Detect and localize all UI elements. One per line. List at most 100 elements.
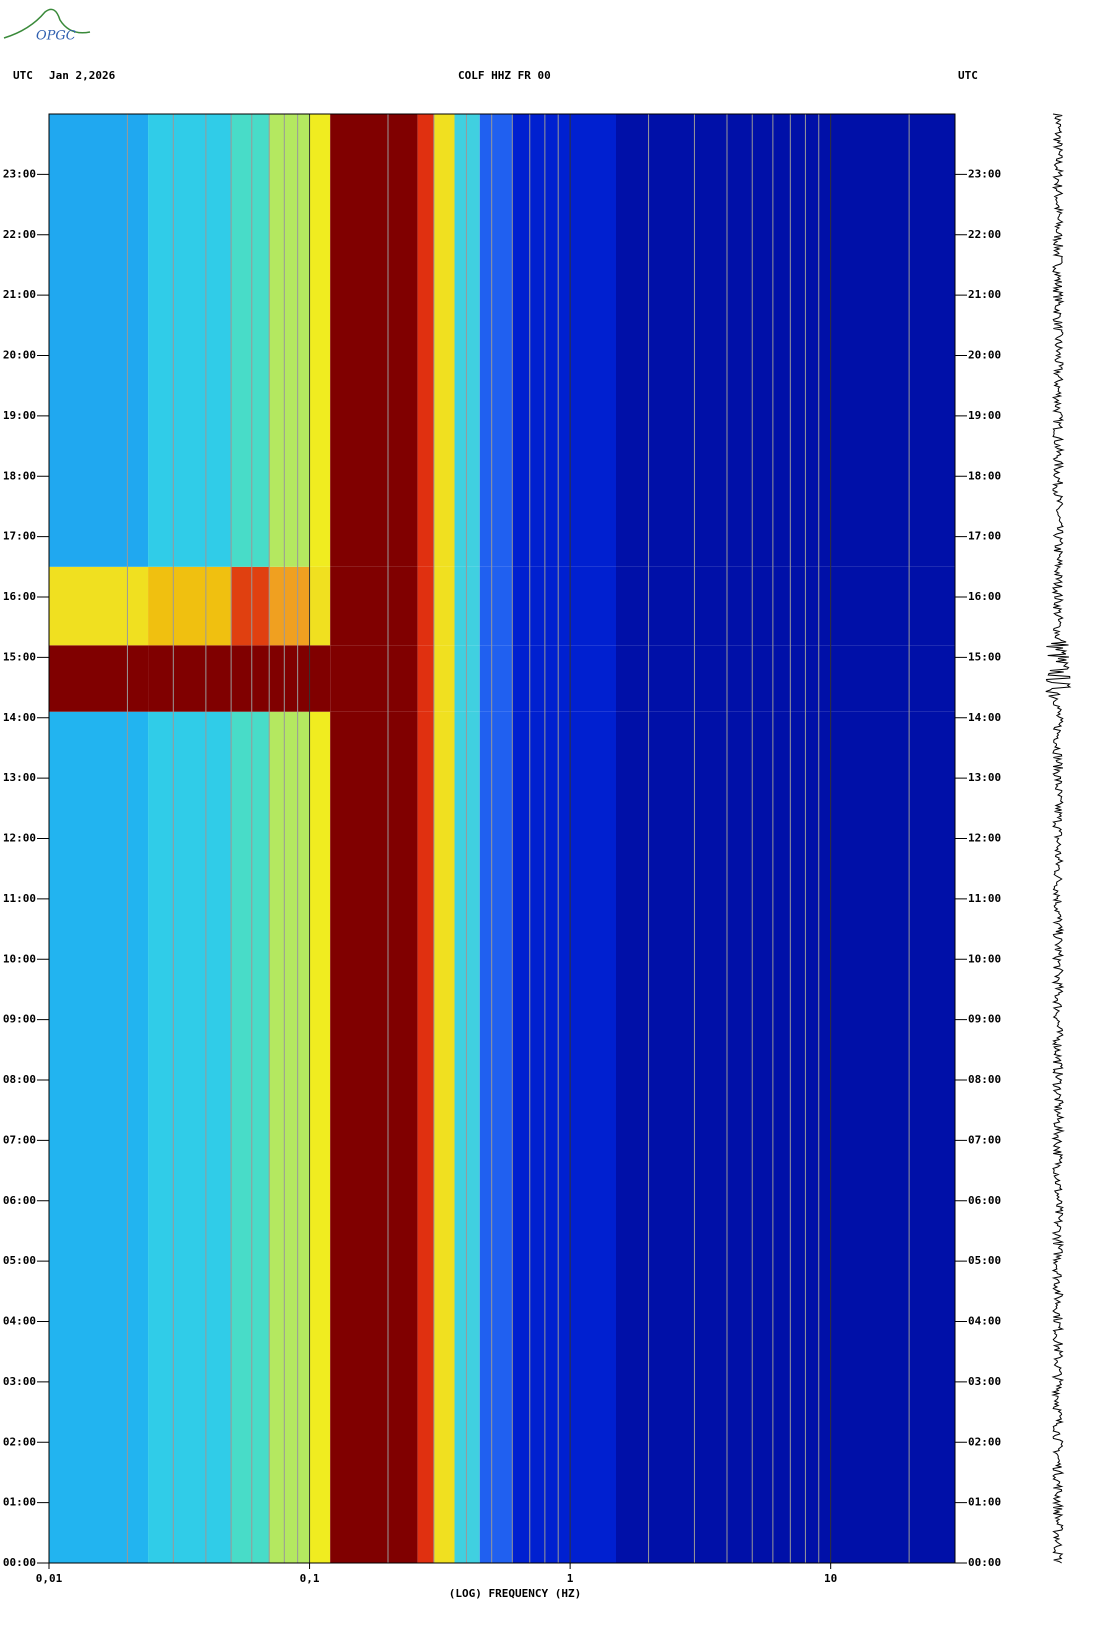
spectrogram-cell: [148, 566, 232, 646]
spectrogram-cell: [269, 711, 310, 1563]
y-tick-label-right: 21:00: [968, 288, 1001, 301]
y-tick-label-left: 21:00: [3, 288, 36, 301]
y-tick-label-left: 11:00: [3, 892, 36, 905]
y-tick-label-left: 14:00: [3, 711, 36, 724]
y-tick-label-left: 16:00: [3, 590, 36, 603]
logo: OPGC: [36, 29, 76, 44]
y-tick-label-right: 05:00: [968, 1254, 1001, 1267]
y-tick-label-left: 18:00: [3, 469, 36, 482]
y-tick-label-left: 12:00: [3, 832, 36, 845]
y-tick-label-right: 00:00: [968, 1556, 1001, 1569]
spectrogram-cell: [454, 645, 480, 712]
y-tick-label-right: 06:00: [968, 1194, 1001, 1207]
spectrogram-cell: [49, 645, 149, 712]
spectrogram-cell: [330, 566, 418, 646]
spectrogram-cell: [454, 711, 480, 1563]
spectrogram-cell: [616, 114, 955, 567]
y-tick-label-left: 05:00: [3, 1254, 36, 1267]
spectrogram-cell: [479, 645, 513, 712]
y-tick-label-right: 15:00: [968, 650, 1001, 663]
y-tick-label-right: 18:00: [968, 469, 1001, 482]
spectrogram-cell: [231, 711, 270, 1563]
spectrogram-cell: [309, 645, 331, 712]
y-tick-label-right: 10:00: [968, 952, 1001, 965]
y-tick-label-right: 02:00: [968, 1435, 1001, 1448]
x-axis-label: (LOG) FREQUENCY (HZ): [449, 1587, 581, 1600]
spectrogram-cell: [479, 114, 513, 567]
spectrogram-cell: [330, 711, 418, 1563]
spectrogram-cell: [512, 645, 617, 712]
spectrogram-cell: [433, 566, 455, 646]
spectrogram-cell: [49, 114, 149, 567]
spectrogram-cell: [454, 566, 480, 646]
x-tick-label: 1: [567, 1572, 574, 1585]
y-tick-label-right: 16:00: [968, 590, 1001, 603]
y-tick-label-left: 10:00: [3, 952, 36, 965]
spectrogram-cell: [148, 114, 232, 567]
spectrogram-cell: [231, 114, 270, 567]
y-tick-label-right: 20:00: [968, 349, 1001, 362]
y-tick-label-left: 20:00: [3, 349, 36, 362]
spectrogram-cell: [512, 114, 617, 567]
spectrogram-cell: [433, 114, 455, 567]
y-tick-label-right: 23:00: [968, 167, 1001, 180]
y-tick-label-left: 00:00: [3, 1556, 36, 1569]
spectrogram-cell: [512, 711, 617, 1563]
spectrogram-cell: [417, 566, 434, 646]
y-tick-label-right: 04:00: [968, 1315, 1001, 1328]
spectrogram-cell: [148, 711, 232, 1563]
spectrogram-cell: [269, 566, 310, 646]
logo-arc: [3, 8, 91, 39]
y-tick-label-right: 07:00: [968, 1133, 1001, 1146]
y-tick-label-right: 08:00: [968, 1073, 1001, 1086]
spectrogram-cell: [231, 645, 270, 712]
spectrogram-cell: [616, 566, 955, 646]
x-tick-label: 10: [824, 1572, 837, 1585]
plot-frame: [48, 113, 956, 1564]
spectrogram-cell: [417, 711, 434, 1563]
y-tick-label-left: 03:00: [3, 1375, 36, 1388]
x-tick-label: 0,01: [36, 1572, 63, 1585]
y-tick-label-right: 12:00: [968, 832, 1001, 845]
spectrogram-cell: [479, 566, 513, 646]
spectrogram-cell: [269, 114, 310, 567]
date: Jan 2,2026: [49, 69, 116, 82]
y-tick-label-left: 06:00: [3, 1194, 36, 1207]
y-tick-label-left: 09:00: [3, 1013, 36, 1026]
y-tick-label-left: 22:00: [3, 228, 36, 241]
spectrogram-cell: [231, 566, 270, 646]
spectrogram-cell: [616, 645, 955, 712]
chart-title: COLF HHZ FR 00: [458, 69, 551, 82]
spectrogram-cell: [309, 711, 331, 1563]
spectrogram-cell: [330, 114, 418, 567]
spectrogram-cell: [433, 711, 455, 1563]
spectrogram-cell: [417, 114, 434, 567]
spectrogram-cell: [330, 645, 418, 712]
y-tick-label-left: 17:00: [3, 530, 36, 543]
y-tick-label-right: 14:00: [968, 711, 1001, 724]
header-left: UTC: [13, 69, 33, 82]
y-tick-label-left: 15:00: [3, 650, 36, 663]
y-tick-label-left: 02:00: [3, 1435, 36, 1448]
y-tick-label-right: 22:00: [968, 228, 1001, 241]
spectrogram-cell: [148, 645, 232, 712]
y-tick-label-left: 01:00: [3, 1496, 36, 1509]
y-tick-label-right: 19:00: [968, 409, 1001, 422]
spectrogram-cell: [479, 711, 513, 1563]
seismogram: [1045, 113, 1072, 1564]
spectrogram-cell: [49, 711, 149, 1563]
header-right: UTC: [958, 69, 978, 82]
x-tick-label: 0,1: [300, 1572, 320, 1585]
y-tick-label-right: 17:00: [968, 530, 1001, 543]
spectrogram-cell: [512, 566, 617, 646]
y-tick-label-left: 13:00: [3, 771, 36, 784]
spectrogram-cell: [309, 114, 331, 567]
y-tick-label-left: 23:00: [3, 167, 36, 180]
spectrogram-cell: [49, 566, 149, 646]
spectrogram-cell: [417, 645, 434, 712]
spectrogram-cell: [433, 645, 455, 712]
spectrogram-cell: [616, 711, 955, 1563]
y-tick-label-right: 03:00: [968, 1375, 1001, 1388]
y-tick-label-right: 11:00: [968, 892, 1001, 905]
